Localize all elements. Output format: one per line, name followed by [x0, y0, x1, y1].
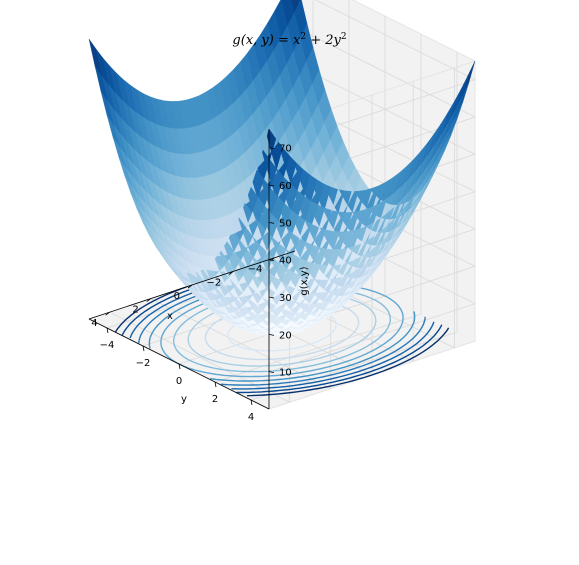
- z-tick-label: 10: [279, 368, 292, 379]
- z-tick-mark: [268, 371, 275, 374]
- x-axis-label: x: [167, 311, 173, 322]
- contour-line: [187, 293, 377, 367]
- z-tick-label: 60: [279, 181, 292, 192]
- x-tick-mark: [228, 271, 234, 275]
- chart-title: g(x, y) = x2 + 2y2: [0, 32, 579, 48]
- y-tick-label: 4: [248, 412, 254, 423]
- contour-line: [220, 316, 426, 386]
- x-tick-mark: [146, 298, 152, 302]
- z-tick-label: 20: [279, 330, 292, 341]
- y-tick-label: 0: [176, 376, 182, 387]
- y-axis-label: y: [181, 394, 187, 405]
- contour-line: [204, 299, 360, 361]
- y-tick-mark: [214, 381, 217, 388]
- z-tick-label: 30: [279, 293, 292, 304]
- y-tick-mark: [142, 345, 145, 352]
- z-tick-mark: [268, 259, 275, 262]
- contour-line: [246, 327, 450, 397]
- y-tick-mark: [178, 363, 181, 370]
- chart-title-exp2: 2: [340, 32, 347, 42]
- grid-line-z: [268, 0, 477, 149]
- y-tick-label: −2: [136, 358, 151, 369]
- z-tick-label: 50: [279, 218, 292, 229]
- x-tick-label: 0: [174, 291, 180, 302]
- y-tick-mark: [106, 327, 109, 334]
- z-tick-mark: [268, 296, 275, 299]
- y-tick-label: 2: [212, 394, 218, 405]
- z-axis-label: g(x,y): [299, 266, 310, 295]
- x-tick-label: −4: [248, 264, 263, 275]
- contour-line: [236, 324, 443, 394]
- x-tick-mark: [105, 311, 110, 316]
- chart-title-main: g(x, y) = x: [232, 33, 301, 48]
- y-tick-mark: [250, 399, 253, 406]
- z-tick-mark: [268, 221, 275, 224]
- x-tick-label: 4: [91, 318, 97, 329]
- z-tick-mark: [268, 147, 275, 150]
- x-tick-label: 2: [132, 305, 138, 316]
- z-tick-mark: [268, 184, 275, 187]
- x-tick-label: −2: [206, 277, 221, 288]
- axis-labels: x y g(x,y): [167, 266, 310, 405]
- y-tick-label: −4: [100, 340, 115, 351]
- chart-title-exp1: 2: [300, 32, 307, 42]
- z-tick-mark: [268, 333, 275, 336]
- chart-title-mid: + 2y: [306, 33, 341, 48]
- x-tick-mark: [187, 284, 193, 289]
- surface-facet: [88, 38, 103, 76]
- contour-line: [160, 282, 404, 378]
- surface-mesh: [88, 0, 476, 336]
- z-tick-label: 70: [279, 144, 292, 155]
- contour-line: [231, 321, 435, 390]
- contour-line: [172, 287, 391, 373]
- contour-line: [210, 311, 416, 382]
- z-tick-label: 40: [279, 256, 292, 267]
